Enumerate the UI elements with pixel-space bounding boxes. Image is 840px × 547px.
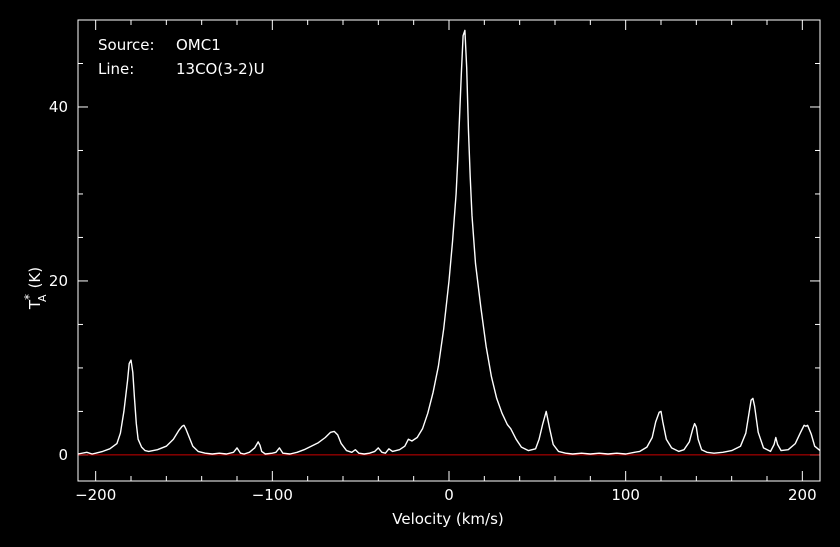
y-axis-label-unit: (K) (26, 267, 44, 289)
axis-ticks (78, 20, 820, 481)
plot-frame (77, 19, 821, 482)
x-axis-label: Velocity (km/s) (392, 510, 503, 528)
x-tick-label: −100 (252, 486, 293, 504)
source-value: OMC1 (176, 36, 221, 54)
y-axis-label-sup: * (22, 294, 36, 300)
x-tick-label: 200 (788, 486, 817, 504)
line-key: Line: (98, 60, 134, 78)
y-tick-label: 0 (58, 446, 68, 464)
y-tick-label: 40 (49, 98, 68, 116)
x-tick-label: 100 (611, 486, 640, 504)
y-axis-label: T*A (K) (22, 267, 49, 310)
y-axis-label-main: T (26, 299, 44, 310)
x-tick-label: −200 (75, 486, 116, 504)
y-tick-label: 20 (49, 272, 68, 290)
axis-tick-labels: −200 −100 0 100 200 0 20 40 (49, 98, 817, 504)
spectrum-line (77, 29, 821, 455)
x-tick-label: 0 (444, 486, 454, 504)
line-value: 13CO(3-2)U (176, 60, 265, 78)
source-key: Source: (98, 36, 155, 54)
y-axis-label-sub: A (36, 294, 49, 302)
